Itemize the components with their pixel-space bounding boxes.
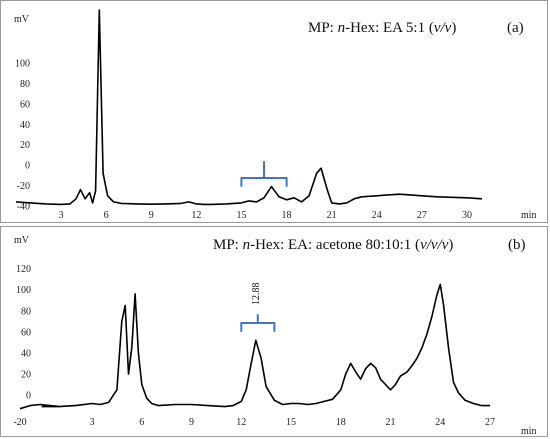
panel-b-bracket [240,314,276,332]
y-tick-label: 60 [21,327,31,338]
y-tick-label: 100 [15,59,30,70]
y-tick-label: 40 [21,348,31,359]
x-tick-label: 18 [336,417,346,428]
panel-a-x-unit: min [521,210,537,221]
x-tick-label: 21 [327,210,337,221]
y-tick-label: 0 [26,391,31,402]
y-tick-label: 80 [21,306,31,317]
x-tick-label: 12 [191,210,201,221]
panel-a-trace [15,9,483,206]
panel-b-peak-annotation: 12.88 [251,283,262,306]
x-tick-label: 30 [462,210,472,221]
x-tick-label: 21 [386,417,396,428]
y-tick-label: 60 [20,99,30,110]
y-tick-label: -20 [17,181,30,192]
y-tick-label: 20 [21,369,31,380]
x-tick-label: 27 [485,417,495,428]
x-tick-label: 12 [236,417,246,428]
y-tick-label: 100 [16,285,31,296]
x-tick-label: 27 [417,210,427,221]
x-tick-label: 15 [236,210,246,221]
x-tick-label: 9 [149,210,154,221]
panel-a-x-tick-labels: 3 6 9 12 15 18 21 24 27 30 [59,210,473,221]
x-tick-label: 6 [139,417,144,428]
panel-b-trace [19,283,490,410]
y-tick-label: 80 [20,79,30,90]
x-tick-label: 6 [104,210,109,221]
panel-a-bracket [240,161,288,187]
x-tick-label: 15 [286,417,296,428]
y-tick-label: 20 [20,140,30,151]
x-tick-label: 24 [372,210,382,221]
x-tick-label: 3 [90,417,95,428]
panel-a-title: MP: n-Hex: EA 5:1 (v/v) [308,20,456,36]
x-tick-label: -20 [13,417,26,428]
panel-b: 0 20 40 60 80 100 120 -20 3 6 9 12 15 18 21 24 27 mV mi… [0,226,548,437]
x-tick-label: 18 [282,210,292,221]
y-tick-label: 0 [25,161,30,172]
x-tick-label: 24 [435,417,445,428]
x-tick-label: 3 [59,210,64,221]
panel-b-x-tick-labels: -20 3 6 9 12 15 18 21 24 27 [13,417,495,428]
y-tick-label: 40 [20,120,30,131]
y-tick-label: -40 [17,201,30,212]
panel-a-y-unit: mV [14,14,30,25]
panel-a-label: (a) [507,20,524,36]
panel-b-label: (b) [508,237,526,253]
panel-b-x-unit: min [521,426,537,437]
x-tick-label: 9 [189,417,194,428]
panel-b-title: MP: n-Hex: EA: acetone 80:10:1 (v/v/v) [213,237,453,253]
panel-a-frame [0,0,548,223]
panel-a-y-tick-labels: -40 -20 0 20 40 60 80 100 [15,59,30,213]
y-tick-label: 120 [16,264,31,275]
panel-b-y-tick-labels: 0 20 40 60 80 100 120 [16,264,31,401]
panel-b-y-unit: mV [14,235,30,246]
